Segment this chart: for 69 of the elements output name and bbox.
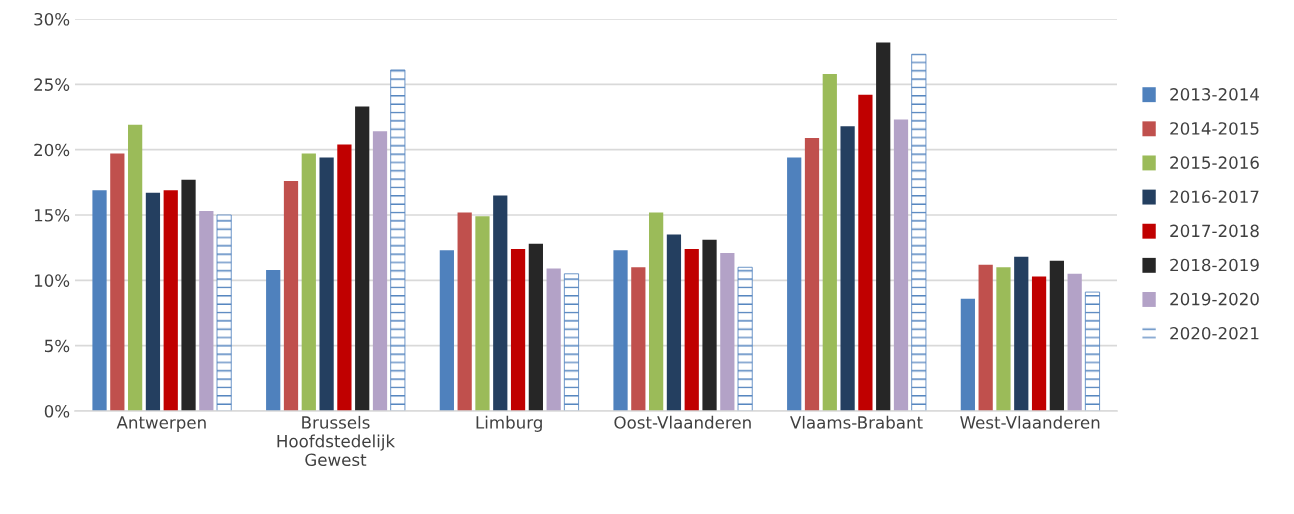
bar <box>181 179 196 411</box>
x-tick-label: Antwerpen <box>116 416 206 432</box>
bar <box>372 131 388 411</box>
bar <box>493 195 508 411</box>
bar <box>858 94 873 411</box>
x-tick-label: Brussels Hoofdstedelijk Gewest <box>277 415 396 467</box>
x-tick-label: West-Vlaanderen <box>960 415 1100 429</box>
bar <box>960 298 975 411</box>
bar <box>876 42 891 411</box>
bar <box>1014 256 1029 411</box>
y-tick-label: 30% <box>34 12 70 26</box>
bar <box>1067 273 1082 411</box>
bar <box>266 269 281 411</box>
bar <box>684 248 699 411</box>
bar <box>649 212 664 411</box>
legend-label: 2018-2019 <box>1170 258 1259 272</box>
y-tick-label: 25% <box>34 78 70 91</box>
x-tick-label: Oost-Vlaanderen <box>614 415 751 429</box>
bar <box>355 106 370 411</box>
bar <box>110 153 125 411</box>
bar <box>666 234 682 411</box>
y-tick-label: 0% <box>44 404 70 418</box>
x-tick-label: Limburg <box>476 415 542 432</box>
legend-label: 2020-2021 <box>1170 326 1259 340</box>
bar <box>128 124 143 411</box>
bar <box>163 190 178 411</box>
legend-label: 2015-2016 <box>1170 156 1259 169</box>
bar <box>613 250 628 411</box>
y-tick-label: 10% <box>34 274 70 287</box>
bar <box>911 53 927 411</box>
bar <box>546 268 561 411</box>
bar <box>702 239 717 411</box>
y-tick-label: 20% <box>34 143 70 157</box>
bar <box>1049 260 1064 411</box>
bar <box>804 137 820 411</box>
bar <box>199 211 214 411</box>
bar <box>1031 276 1047 411</box>
legend-label: 2019-2020 <box>1170 292 1259 306</box>
bar <box>787 157 802 411</box>
bar <box>528 243 543 411</box>
bar <box>1084 291 1101 411</box>
bar <box>737 266 753 411</box>
bar <box>631 267 646 411</box>
y-tick-label: 15% <box>34 208 70 222</box>
x-tick-label: Vlaams-Brabant <box>790 415 923 429</box>
bar <box>475 216 490 411</box>
bar <box>216 214 232 411</box>
bar <box>510 248 526 411</box>
bar <box>893 119 909 411</box>
legend-label: 2017-2018 <box>1170 224 1259 238</box>
bar <box>337 144 352 411</box>
bar <box>283 181 299 411</box>
bar <box>439 250 454 411</box>
bar <box>563 273 580 411</box>
bar <box>457 212 472 411</box>
legend-label: 2013-2014 <box>1170 88 1259 101</box>
legend-label: 2016-2017 <box>1170 190 1259 204</box>
bar <box>822 73 837 411</box>
bar <box>145 192 161 411</box>
bar <box>319 157 334 411</box>
legend-label: 2014-2015 <box>1170 122 1259 135</box>
bar <box>996 267 1011 411</box>
bar <box>301 153 316 411</box>
bar <box>92 190 107 411</box>
bar <box>840 126 855 411</box>
bar <box>720 252 735 411</box>
bar <box>978 264 993 411</box>
bar <box>390 69 406 411</box>
y-tick-label: 5% <box>44 339 70 353</box>
